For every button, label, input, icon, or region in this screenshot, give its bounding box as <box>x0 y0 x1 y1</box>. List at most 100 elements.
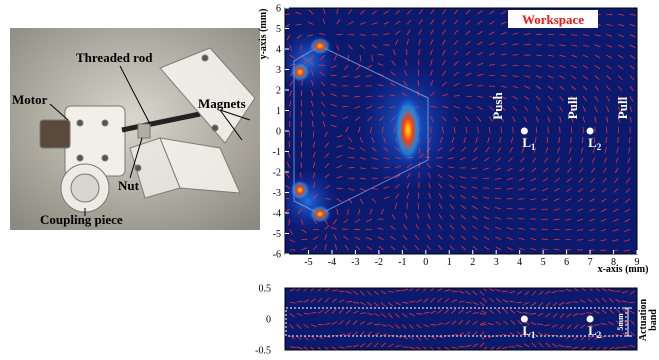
field-arrow <box>296 34 302 39</box>
field-arrow <box>289 110 291 117</box>
band-arrow <box>544 290 551 295</box>
field-arrow <box>600 218 607 222</box>
field-arrow <box>437 147 443 152</box>
band-arrow <box>566 324 572 330</box>
field-arrow <box>441 60 446 66</box>
field-arrow <box>430 49 433 56</box>
field-arrow <box>512 126 514 133</box>
band-arrow <box>629 331 635 337</box>
band-arrow <box>310 335 316 341</box>
field-arrow <box>342 75 349 78</box>
field-arrow <box>471 205 478 210</box>
field-arrow <box>477 30 483 35</box>
field-arrow <box>360 167 367 170</box>
band-arrow <box>352 344 359 348</box>
field-arrow <box>534 137 537 144</box>
field-arrow <box>629 24 636 27</box>
band-arrow <box>544 324 551 327</box>
y-tick-label: -1 <box>273 147 281 158</box>
field-arrow <box>390 235 396 240</box>
field-arrow <box>430 106 437 108</box>
field-arrow <box>554 177 560 183</box>
field-arrow <box>460 214 466 220</box>
field-arrow <box>594 106 598 113</box>
field-arrow <box>518 218 525 220</box>
band-arrow <box>551 343 558 348</box>
field-arrow <box>324 233 328 240</box>
field-arrow <box>449 194 455 199</box>
band-arrow <box>523 343 530 348</box>
field-arrow <box>418 161 421 168</box>
field-arrow <box>567 157 572 164</box>
field-arrow <box>483 187 490 189</box>
band-arrow <box>479 290 485 296</box>
field-arrow <box>626 167 631 174</box>
field-arrow <box>602 167 607 174</box>
field-arrow <box>518 177 525 181</box>
band-arrow <box>430 335 436 340</box>
field-arrow <box>460 185 466 189</box>
x-axis-ticks: -5 -4 -3 -2 -1 0 1 2 3 4 5 6 7 8 9 <box>304 250 640 268</box>
field-arrow <box>477 41 483 46</box>
field-arrows <box>285 8 636 252</box>
field-arrow <box>324 131 328 138</box>
field-arrow <box>307 21 314 25</box>
field-arrow <box>500 116 505 123</box>
field-arrow <box>285 184 290 189</box>
field-arrow <box>359 136 363 143</box>
band-arrow <box>373 290 380 296</box>
field-arrow <box>559 95 564 101</box>
field-arrow <box>629 116 632 123</box>
field-arrow <box>336 198 342 203</box>
field-arrow <box>499 137 502 144</box>
field-arrow <box>333 218 337 225</box>
field-arrow <box>536 33 543 36</box>
field-arrow <box>430 91 435 97</box>
field-arrow <box>506 227 513 230</box>
field-arrow <box>614 167 619 174</box>
field-arrow <box>286 162 291 169</box>
field-arrow <box>553 198 560 202</box>
field-arrow <box>582 44 589 47</box>
field-arrow <box>601 188 607 193</box>
band-arrow <box>552 313 558 318</box>
band-arrow <box>338 320 344 325</box>
field-arrow <box>288 141 291 148</box>
field-arrow <box>477 52 483 56</box>
field-arrow <box>371 137 375 143</box>
field-arrow <box>460 225 466 230</box>
x-tick-label: -4 <box>328 257 336 268</box>
field-arrow <box>426 234 431 240</box>
field-arrow <box>627 157 631 164</box>
device-body <box>39 47 256 213</box>
field-arrow <box>285 173 291 179</box>
x-tick-label: 9 <box>635 257 640 268</box>
band-arrow <box>594 297 600 303</box>
field-arrow <box>506 207 513 210</box>
band-arrow <box>629 290 635 295</box>
field-arrow <box>522 137 525 144</box>
field-arrow <box>594 34 601 37</box>
band-arrow <box>586 324 593 328</box>
field-arrow <box>449 234 455 240</box>
field-arrow <box>624 218 631 223</box>
field-arrow <box>613 198 619 203</box>
field-arrow <box>430 19 435 25</box>
field-arrow <box>594 65 601 69</box>
band-arrow <box>629 310 635 314</box>
x-tick-label: 3 <box>494 257 499 268</box>
band-arrow <box>558 301 565 306</box>
field-arrow <box>547 116 551 123</box>
band-arrow <box>395 313 400 318</box>
field-arrow <box>449 147 455 152</box>
field-arrow <box>547 126 549 133</box>
field-arrow <box>438 183 443 189</box>
field-arrow <box>629 95 634 102</box>
band-arrow <box>607 321 614 325</box>
field-arrow <box>324 142 329 148</box>
field-arrow <box>629 34 636 38</box>
band-arrow <box>530 321 537 325</box>
band-arrow <box>551 290 558 294</box>
band-arrow <box>381 324 388 327</box>
field-arrow <box>395 20 401 25</box>
